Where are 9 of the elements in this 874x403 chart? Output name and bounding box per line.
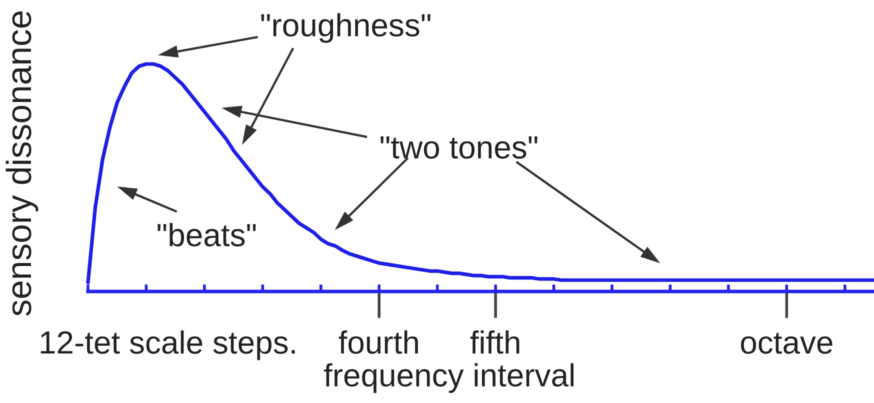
- annotation: "beats": [158, 222, 256, 246]
- x-axis-title: frequency interval: [324, 363, 574, 393]
- annotation: "two tones": [380, 136, 538, 159]
- x-tick-label: fourth: [338, 330, 418, 354]
- text: "roughness": [261, 13, 430, 43]
- x-tick-label: octave: [740, 332, 832, 354]
- y-axis-title: sensory dissonance: [6, 11, 38, 316]
- x-tick-label: fifth: [470, 330, 520, 354]
- x-tick-label: 12-tet scale steps.: [40, 330, 295, 360]
